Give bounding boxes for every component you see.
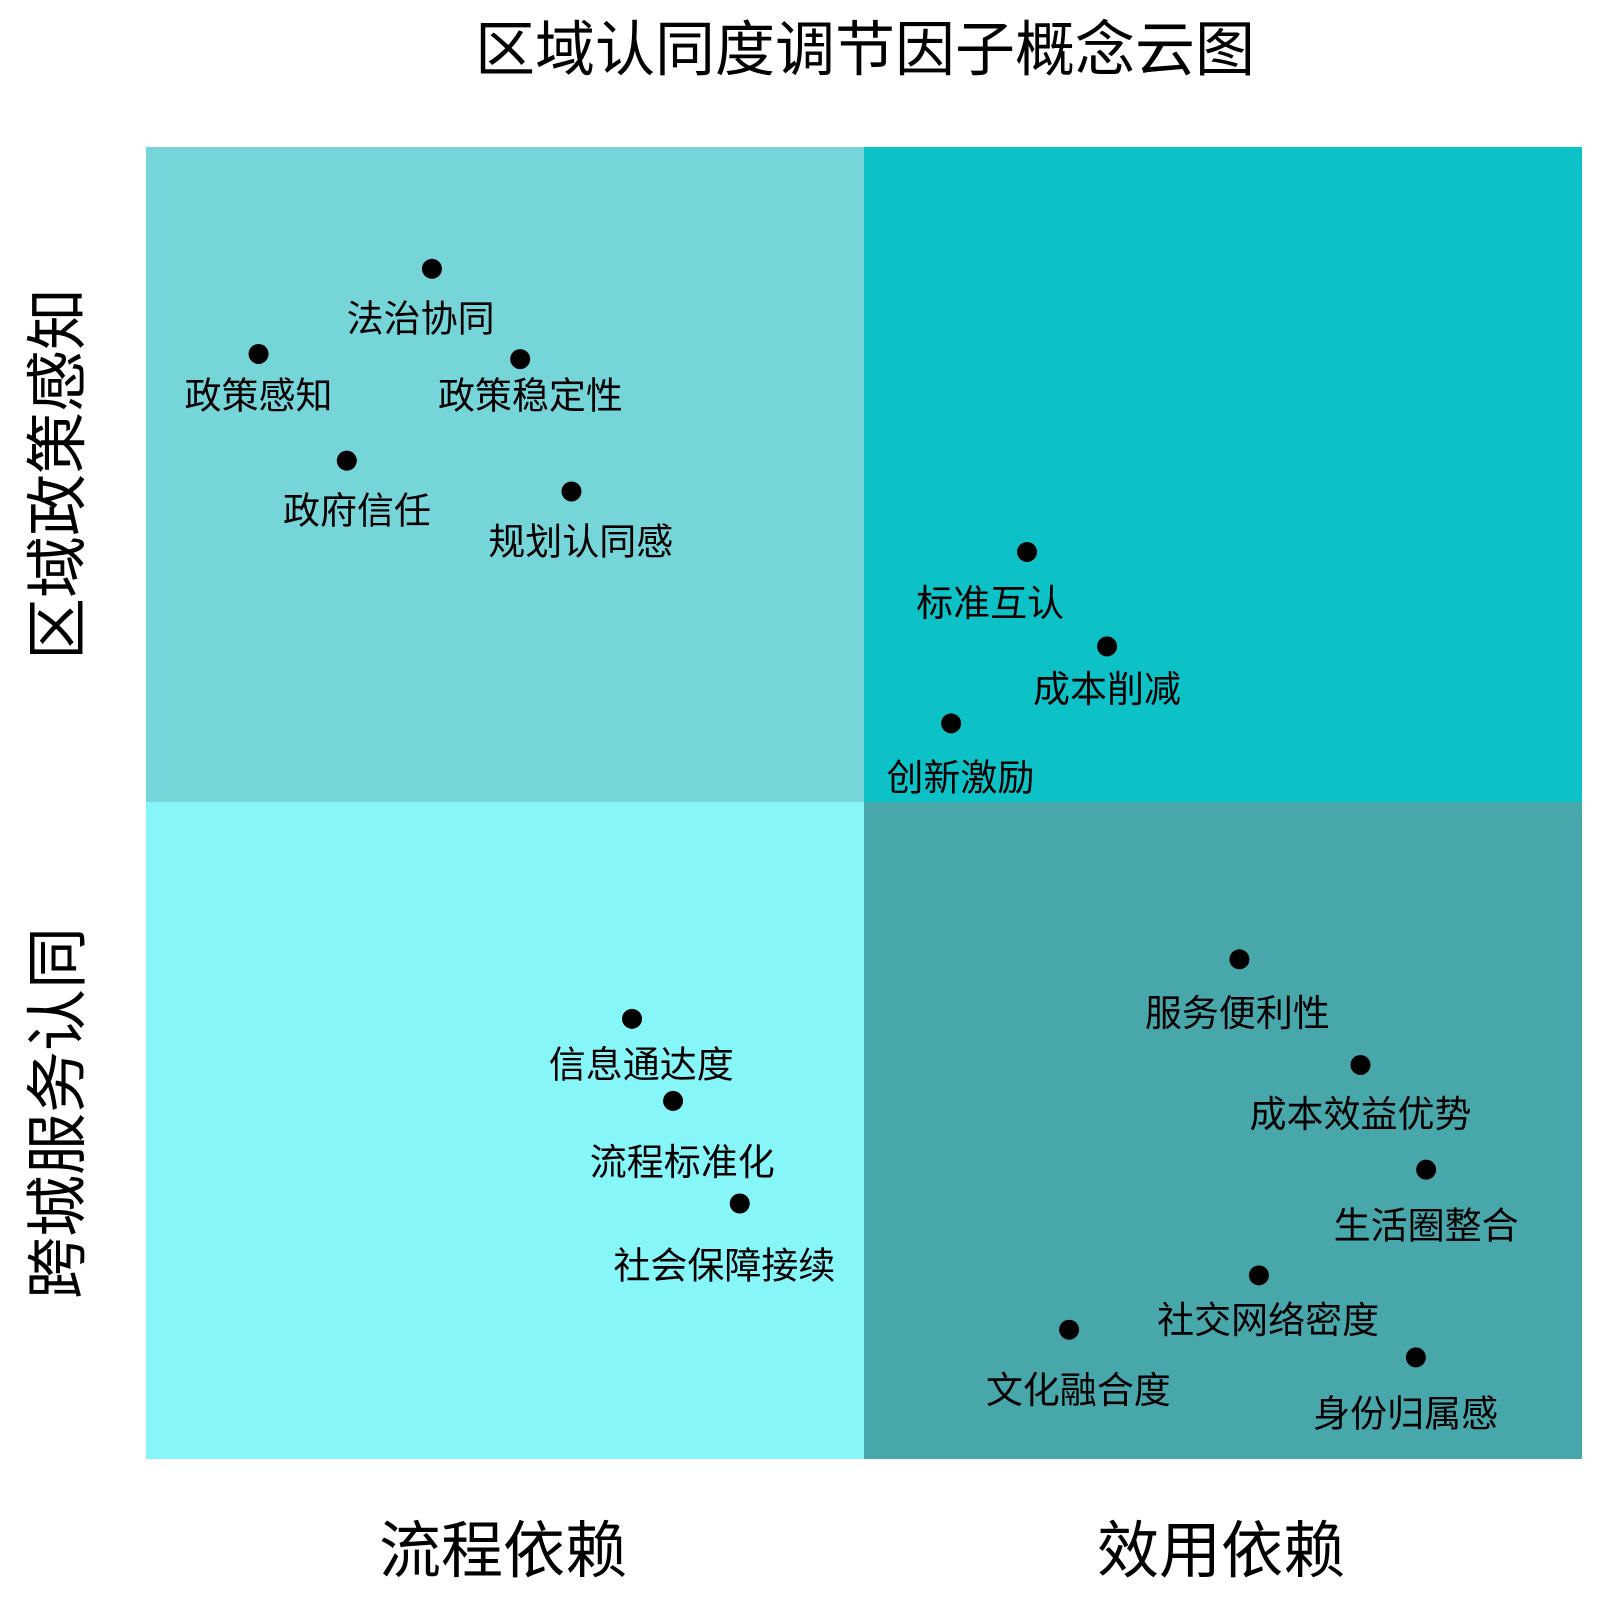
- x-axis-label: 流程依赖: [379, 1514, 627, 1587]
- node-label: 规划认同感: [488, 520, 673, 563]
- node-dot: [1248, 1265, 1269, 1286]
- node-label: 成本削减: [1033, 668, 1181, 711]
- node-dot: [1416, 1159, 1437, 1180]
- node-dot: [248, 343, 269, 364]
- node-dot: [1017, 541, 1038, 562]
- node-dot: [1350, 1054, 1371, 1075]
- quadrant-bottom-right: [864, 802, 1582, 1459]
- node-label: 政策稳定性: [438, 375, 623, 418]
- node-dot: [1405, 1347, 1426, 1368]
- title: 区域认同度调节因子概念云图: [475, 16, 1255, 86]
- node-label: 社交网络密度: [1157, 1299, 1379, 1342]
- y-axis-label: 区域政策感知: [21, 288, 94, 660]
- node-dot: [561, 481, 582, 502]
- node-label: 政府信任: [283, 490, 431, 533]
- node-dot: [622, 1008, 643, 1029]
- node-label: 生活圈整合: [1334, 1205, 1519, 1248]
- node-dot: [510, 349, 531, 370]
- x-axis-label: 效用依赖: [1097, 1514, 1345, 1587]
- node-label: 创新激励: [886, 756, 1034, 799]
- node-dot: [941, 713, 962, 734]
- node-label: 标准互认: [916, 582, 1064, 625]
- node-label: 政策感知: [185, 375, 333, 418]
- node-label: 身份归属感: [1313, 1392, 1498, 1435]
- node-dot: [729, 1193, 750, 1214]
- node-dot: [421, 258, 442, 279]
- node-label: 流程标准化: [590, 1141, 775, 1184]
- node-label: 社会保障接续: [613, 1245, 835, 1288]
- quadrant-top-right: [864, 147, 1582, 802]
- node-label: 文化融合度: [986, 1369, 1171, 1412]
- quadrant-bottom-left: [146, 802, 864, 1459]
- node-dot: [1059, 1319, 1080, 1340]
- quadrant-top-left: [146, 147, 864, 802]
- node-label: 法治协同: [347, 298, 495, 341]
- node-label: 成本效益优势: [1249, 1093, 1471, 1136]
- y-axis-label: 跨城服务认同: [21, 927, 94, 1299]
- node-label: 信息通达度: [549, 1044, 734, 1087]
- node-dot: [1229, 949, 1250, 970]
- node-label: 服务便利性: [1145, 992, 1330, 1035]
- node-dot: [336, 450, 357, 471]
- node-dot: [663, 1090, 684, 1111]
- node-dot: [1097, 636, 1118, 657]
